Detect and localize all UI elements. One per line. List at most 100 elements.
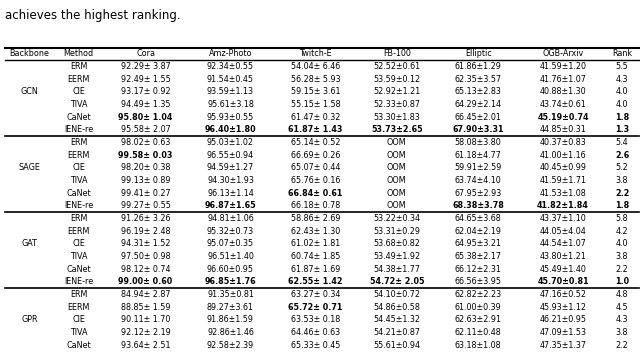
Text: 46.21±0.95: 46.21±0.95 [540,315,587,325]
Text: 92.34±0.55: 92.34±0.55 [207,62,254,71]
Text: 65.13±2.83: 65.13±2.83 [455,87,502,96]
Text: 55.61±0.94: 55.61±0.94 [373,341,420,350]
Text: 65.76± 0.16: 65.76± 0.16 [291,176,340,185]
Text: 5.5: 5.5 [616,62,628,71]
Text: 98.20± 0.38: 98.20± 0.38 [121,163,170,172]
Text: OOM: OOM [387,163,406,172]
Text: 96.85±1.76: 96.85±1.76 [205,277,256,287]
Text: 66.12±2.31: 66.12±2.31 [455,265,502,274]
Text: 67.90±3.31: 67.90±3.31 [452,125,504,134]
Text: 96.19± 2.48: 96.19± 2.48 [121,227,170,236]
Text: Rank: Rank [612,49,632,58]
Text: 53.31±0.29: 53.31±0.29 [373,227,420,236]
Text: 62.82±2.23: 62.82±2.23 [454,290,502,299]
Text: 54.21±0.87: 54.21±0.87 [373,328,420,337]
Text: 41.53±1.08: 41.53±1.08 [540,189,586,198]
Text: 4.0: 4.0 [616,87,628,96]
Text: 61.86±1.29: 61.86±1.29 [455,62,502,71]
Text: 96.60±0.95: 96.60±0.95 [207,265,254,274]
Text: 93.64± 2.51: 93.64± 2.51 [121,341,170,350]
Text: 47.16±0.52: 47.16±0.52 [540,290,587,299]
Text: 54.72± 2.05: 54.72± 2.05 [369,277,424,287]
Text: 84.94± 2.87: 84.94± 2.87 [121,290,170,299]
Text: CaNet: CaNet [67,341,91,350]
Text: OOM: OOM [387,151,406,160]
Text: 98.12± 0.74: 98.12± 0.74 [121,265,170,274]
Text: 52.33±0.87: 52.33±0.87 [373,100,420,109]
Text: 97.50± 0.98: 97.50± 0.98 [121,252,170,261]
Text: 4.0: 4.0 [616,100,628,109]
Text: CaNet: CaNet [67,113,91,122]
Text: 91.54±0.45: 91.54±0.45 [207,75,254,84]
Text: 55.15± 1.58: 55.15± 1.58 [291,100,340,109]
Text: 62.11±0.48: 62.11±0.48 [455,328,502,337]
Text: IENE-re: IENE-re [64,201,93,210]
Text: 94.30±1.93: 94.30±1.93 [207,176,254,185]
Text: TIVA: TIVA [70,100,87,109]
Text: 54.86±0.58: 54.86±0.58 [373,303,420,312]
Text: 41.00±1.16: 41.00±1.16 [540,151,586,160]
Text: CaNet: CaNet [67,265,91,274]
Text: 1.8: 1.8 [615,201,629,210]
Text: 2.2: 2.2 [616,341,628,350]
Text: 41.76±1.07: 41.76±1.07 [540,75,586,84]
Text: 68.38±3.78: 68.38±3.78 [452,201,504,210]
Text: 88.85± 1.59: 88.85± 1.59 [121,303,170,312]
Text: CIE: CIE [72,163,85,172]
Text: 61.18±4.77: 61.18±4.77 [455,151,502,160]
Text: 95.80± 1.04: 95.80± 1.04 [118,113,173,122]
Text: 45.19±0.74: 45.19±0.74 [538,113,589,122]
Text: 3.8: 3.8 [616,252,628,261]
Text: 41.59±1.20: 41.59±1.20 [540,62,587,71]
Text: 92.12± 2.19: 92.12± 2.19 [121,328,170,337]
Text: 66.56±3.95: 66.56±3.95 [454,277,502,287]
Text: 95.61±3.18: 95.61±3.18 [207,100,254,109]
Text: 5.2: 5.2 [616,163,628,172]
Text: EERM: EERM [67,151,90,160]
Text: 95.07±0.35: 95.07±0.35 [207,239,254,249]
Text: 41.82±1.84: 41.82±1.84 [537,201,589,210]
Text: 91.26± 3.26: 91.26± 3.26 [121,214,170,223]
Text: 59.91±2.59: 59.91±2.59 [454,163,502,172]
Text: Method: Method [63,49,93,58]
Text: 45.70±0.81: 45.70±0.81 [538,277,589,287]
Text: 4.8: 4.8 [616,290,628,299]
Text: IENE-re: IENE-re [64,125,93,134]
Text: 40.37±0.83: 40.37±0.83 [540,138,586,147]
Text: 66.84± 0.61: 66.84± 0.61 [288,189,342,198]
Text: 65.07± 0.44: 65.07± 0.44 [291,163,340,172]
Text: 67.95±2.93: 67.95±2.93 [454,189,502,198]
Text: 2.6: 2.6 [615,151,629,160]
Text: 44.54±1.07: 44.54±1.07 [540,239,586,249]
Text: 65.72± 0.71: 65.72± 0.71 [288,303,342,312]
Text: 89.27±3.61: 89.27±3.61 [207,303,254,312]
Text: 53.68±0.82: 53.68±0.82 [373,239,420,249]
Text: 53.30±1.83: 53.30±1.83 [373,113,420,122]
Text: 63.27± 0.34: 63.27± 0.34 [291,290,340,299]
Text: 1.3: 1.3 [615,125,629,134]
Text: 90.11± 1.70: 90.11± 1.70 [121,315,170,325]
Text: 99.27± 0.55: 99.27± 0.55 [120,201,170,210]
Text: 64.29±2.14: 64.29±2.14 [454,100,502,109]
Text: 53.73±2.65: 53.73±2.65 [371,125,422,134]
Text: 1.8: 1.8 [615,113,629,122]
Text: TIVA: TIVA [70,328,87,337]
Text: 96.40±1.80: 96.40±1.80 [205,125,256,134]
Text: 65.14± 0.52: 65.14± 0.52 [291,138,340,147]
Text: 62.35±3.57: 62.35±3.57 [454,75,502,84]
Text: 61.00±0.39: 61.00±0.39 [455,303,502,312]
Text: 98.02± 0.63: 98.02± 0.63 [121,138,170,147]
Text: ERM: ERM [70,138,87,147]
Text: 95.93±0.55: 95.93±0.55 [207,113,254,122]
Text: 40.45±0.99: 40.45±0.99 [540,163,587,172]
Text: 4.0: 4.0 [616,239,628,249]
Text: 91.35±0.81: 91.35±0.81 [207,290,254,299]
Text: 99.41± 0.27: 99.41± 0.27 [121,189,170,198]
Text: 95.32±0.73: 95.32±0.73 [207,227,254,236]
Text: 52.52±0.61: 52.52±0.61 [373,62,420,71]
Text: 96.13±1.14: 96.13±1.14 [207,189,254,198]
Text: ERM: ERM [70,62,87,71]
Text: 44.05±4.04: 44.05±4.04 [540,227,586,236]
Text: EERM: EERM [67,303,90,312]
Text: 64.46± 0.63: 64.46± 0.63 [291,328,340,337]
